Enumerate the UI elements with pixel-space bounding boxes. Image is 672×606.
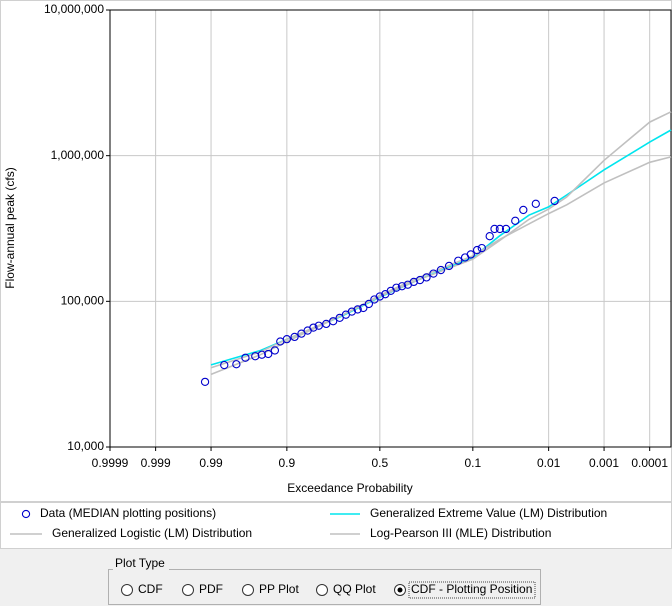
y-axis-label: Flow-annual peak (cfs) (3, 167, 17, 288)
data-point (232, 360, 241, 369)
plot-type-group (108, 569, 541, 605)
legend-symbol (21, 509, 31, 519)
radio-button[interactable] (121, 584, 133, 596)
data-point (200, 377, 210, 387)
data-point (353, 305, 362, 314)
data-point (485, 232, 494, 241)
y-tick-label: 1,000,000 (51, 148, 105, 162)
data-point (314, 321, 323, 330)
data-point (454, 256, 463, 265)
x-tick-label: 0.0001 (631, 456, 668, 470)
plot-area (110, 10, 671, 447)
data-point (264, 349, 273, 359)
data-point (282, 335, 292, 344)
data-point (290, 332, 299, 342)
data-point (477, 243, 486, 253)
data-point (550, 196, 559, 206)
legend-label: Log-Pearson III (MLE) Distribution (370, 526, 551, 540)
distribution-curve (210, 156, 672, 376)
x-tick-label: 0.9999 (92, 456, 129, 470)
data-point (444, 261, 454, 271)
radio-label[interactable]: QQ Plot (333, 582, 376, 596)
data-point (501, 224, 511, 234)
legend-label: Data (MEDIAN plotting positions) (40, 506, 216, 520)
data-point (392, 283, 401, 292)
radio-button[interactable] (182, 584, 194, 596)
data-point (359, 303, 368, 313)
radio-dot (397, 587, 403, 593)
radio-button[interactable] (316, 584, 328, 596)
focus-rect (408, 581, 536, 599)
data-point (429, 269, 438, 278)
data-point (270, 346, 280, 355)
data-point (241, 353, 250, 362)
data-point (472, 245, 482, 255)
x-tick-label: 0.9 (279, 456, 296, 470)
data-point (436, 265, 446, 275)
data-point (422, 273, 431, 282)
data-point (364, 299, 374, 309)
legend-label: Generalized Logistic (LM) Distribution (52, 526, 252, 540)
data-point (220, 360, 229, 370)
plot-type-label: Plot Type (115, 556, 165, 570)
control-panel (0, 549, 672, 606)
x-axis-label: Exceedance Probability (287, 481, 412, 495)
radio-label[interactable]: PDF (199, 582, 223, 596)
y-tick-label: 10,000 (67, 439, 104, 453)
y-tick-label: 100,000 (61, 294, 105, 308)
data-point (409, 277, 418, 287)
x-tick-label: 0.001 (589, 456, 619, 470)
x-tick-label: 0.5 (371, 456, 388, 470)
data-point (322, 319, 331, 329)
data-point (519, 205, 528, 215)
data-point (495, 224, 505, 234)
radio-label[interactable]: CDF - Plotting Position (411, 582, 532, 596)
data-point (347, 307, 357, 316)
x-tick-label: 0.1 (464, 456, 481, 470)
x-tick-label: 0.01 (537, 456, 561, 470)
radio-label[interactable]: PP Plot (259, 582, 299, 596)
radio-button[interactable] (242, 584, 254, 596)
data-point (329, 317, 338, 326)
data-point (309, 323, 318, 332)
data-point (466, 250, 475, 259)
data-point (531, 199, 540, 208)
data-point (257, 350, 267, 359)
legend-label: Generalized Extreme Value (LM) Distribut… (370, 506, 607, 520)
radio-label[interactable]: CDF (138, 582, 163, 596)
data-point (397, 282, 407, 291)
data-point (490, 224, 499, 234)
y-tick-label: 10,000,000 (44, 2, 104, 16)
data-point (375, 292, 384, 301)
data-point (511, 216, 520, 225)
x-tick-label: 0.999 (141, 456, 171, 470)
distribution-curve (210, 111, 672, 369)
plot-frame (109, 9, 672, 448)
group-label-bg (113, 558, 169, 570)
x-tick-label: 0.99 (199, 456, 223, 470)
